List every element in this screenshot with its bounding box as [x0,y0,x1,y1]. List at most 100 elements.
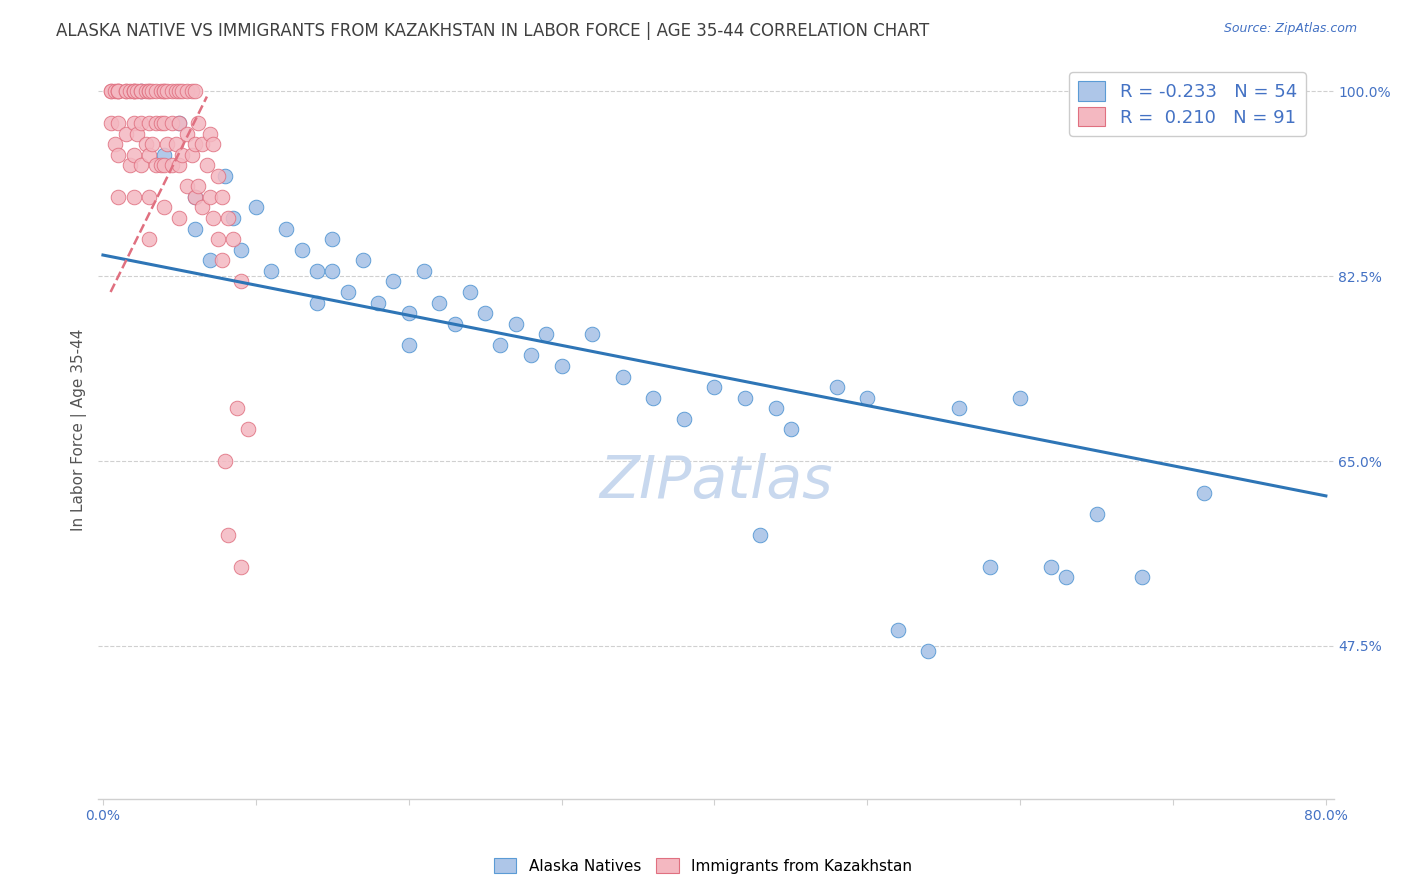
Point [198,127,221,141]
Point [211,190,233,204]
Point [165,137,187,152]
Point [489,338,512,352]
Point [458,285,481,299]
Point [201,137,224,152]
Text: Source: ZipAtlas.com: Source: ZipAtlas.com [1223,22,1357,36]
Point [474,306,496,320]
Point [169,211,191,225]
Point [183,190,205,204]
Point [176,84,198,98]
Point [207,232,229,246]
Point [150,84,173,98]
Point [198,253,221,268]
Point [122,190,145,204]
Point [187,179,209,194]
Point [229,243,252,257]
Point [183,221,205,235]
Point [125,84,148,98]
Point [176,127,198,141]
Point [129,84,152,98]
Point [100,84,122,98]
Point [226,401,249,416]
Point [156,137,179,152]
Point [211,253,233,268]
Point [948,401,970,416]
Point [129,158,152,172]
Point [703,380,725,394]
Point [183,190,205,204]
Point [122,84,145,98]
Point [305,264,328,278]
Point [1132,570,1154,584]
Point [260,264,283,278]
Point [115,84,138,98]
Legend: R = -0.233   N = 54, R =  0.210   N = 91: R = -0.233 N = 54, R = 0.210 N = 91 [1069,72,1306,136]
Point [505,317,527,331]
Point [183,137,205,152]
Point [160,116,183,130]
Point [825,380,848,394]
Point [145,116,167,130]
Point [581,327,603,342]
Point [382,275,405,289]
Point [305,295,328,310]
Point [1010,391,1032,405]
Point [107,116,129,130]
Point [214,454,236,468]
Point [183,84,205,98]
Point [145,158,167,172]
Point [336,285,359,299]
Point [156,84,179,98]
Point [734,391,756,405]
Point [222,211,245,225]
Point [104,137,127,152]
Point [749,528,772,542]
Point [122,84,145,98]
Point [107,190,129,204]
Point [129,116,152,130]
Point [398,306,420,320]
Point [153,201,176,215]
Point [1192,485,1215,500]
Point [122,116,145,130]
Point [150,116,173,130]
Point [229,275,252,289]
Point [165,84,187,98]
Point [104,84,127,98]
Point [238,422,260,436]
Point [217,211,239,225]
Point [765,401,787,416]
Point [1085,507,1108,521]
Point [856,391,879,405]
Point [207,169,229,183]
Point [169,116,191,130]
Point [887,623,910,637]
Point [138,232,160,246]
Point [160,84,183,98]
Point [245,201,267,215]
Point [321,264,343,278]
Point [427,295,450,310]
Point [367,295,389,310]
Point [222,232,245,246]
Text: ZIPatlas: ZIPatlas [599,452,832,509]
Point [198,190,221,204]
Point [979,559,1001,574]
Point [443,317,465,331]
Point [138,84,160,98]
Point [107,84,129,98]
Point [191,201,214,215]
Point [172,84,194,98]
Point [321,232,343,246]
Point [120,158,142,172]
Point [187,116,209,130]
Point [141,84,163,98]
Point [129,84,152,98]
Point [917,644,939,658]
Point [779,422,801,436]
Legend: Alaska Natives, Immigrants from Kazakhstan: Alaska Natives, Immigrants from Kazakhst… [488,852,918,880]
Point [107,147,129,161]
Point [169,116,191,130]
Point [138,147,160,161]
Point [153,84,176,98]
